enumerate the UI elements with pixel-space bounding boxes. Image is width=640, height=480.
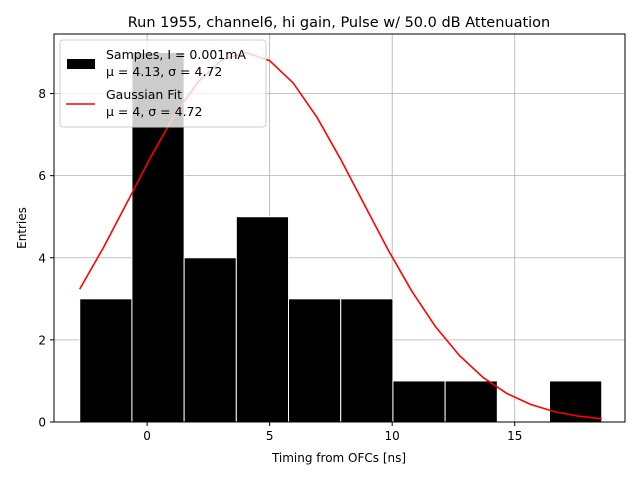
- chart-title: Run 1955, channel6, hi gain, Pulse w/ 50…: [128, 15, 551, 31]
- legend-samples-swatch: [67, 59, 95, 69]
- plot-frame: [53, 33, 626, 423]
- legend-samples-stats: μ = 4.13, σ = 4.72: [106, 64, 222, 79]
- gaussian-fit-curve: [79, 51, 602, 420]
- y-tick-label: 0: [38, 416, 46, 430]
- y-axis-ticks: 0 2 4 6 8: [38, 87, 54, 430]
- y-tick-label: 6: [38, 169, 46, 183]
- legend-fit-label: Gaussian Fit: [106, 87, 182, 102]
- y-tick-label: 2: [38, 333, 46, 347]
- x-axis-ticks: 0 5 10 15: [143, 422, 522, 443]
- x-axis-label: Timing from OFCs [ns]: [271, 451, 406, 465]
- y-tick-label: 8: [38, 87, 46, 101]
- x-tick-label: 0: [143, 429, 151, 443]
- histogram-bar: [235, 216, 290, 423]
- x-tick-label: 15: [507, 429, 522, 443]
- histogram-bar: [79, 298, 133, 423]
- legend-samples-label: Samples, I = 0.001mA: [106, 47, 246, 62]
- legend-fit-stats: μ = 4, σ = 4.72: [106, 104, 202, 119]
- histogram-bar: [183, 257, 237, 423]
- y-axis-label: Entries: [15, 207, 29, 249]
- histogram-bar: [392, 380, 446, 423]
- histogram-bar: [288, 298, 342, 423]
- x-tick-label: 10: [385, 429, 400, 443]
- x-tick-label: 5: [266, 429, 274, 443]
- histogram-bar: [340, 298, 394, 423]
- legend: Samples, I = 0.001mA μ = 4.13, σ = 4.72 …: [59, 39, 267, 128]
- legend-box: [59, 39, 267, 128]
- histogram-bar: [444, 380, 498, 423]
- y-tick-label: 4: [38, 251, 46, 265]
